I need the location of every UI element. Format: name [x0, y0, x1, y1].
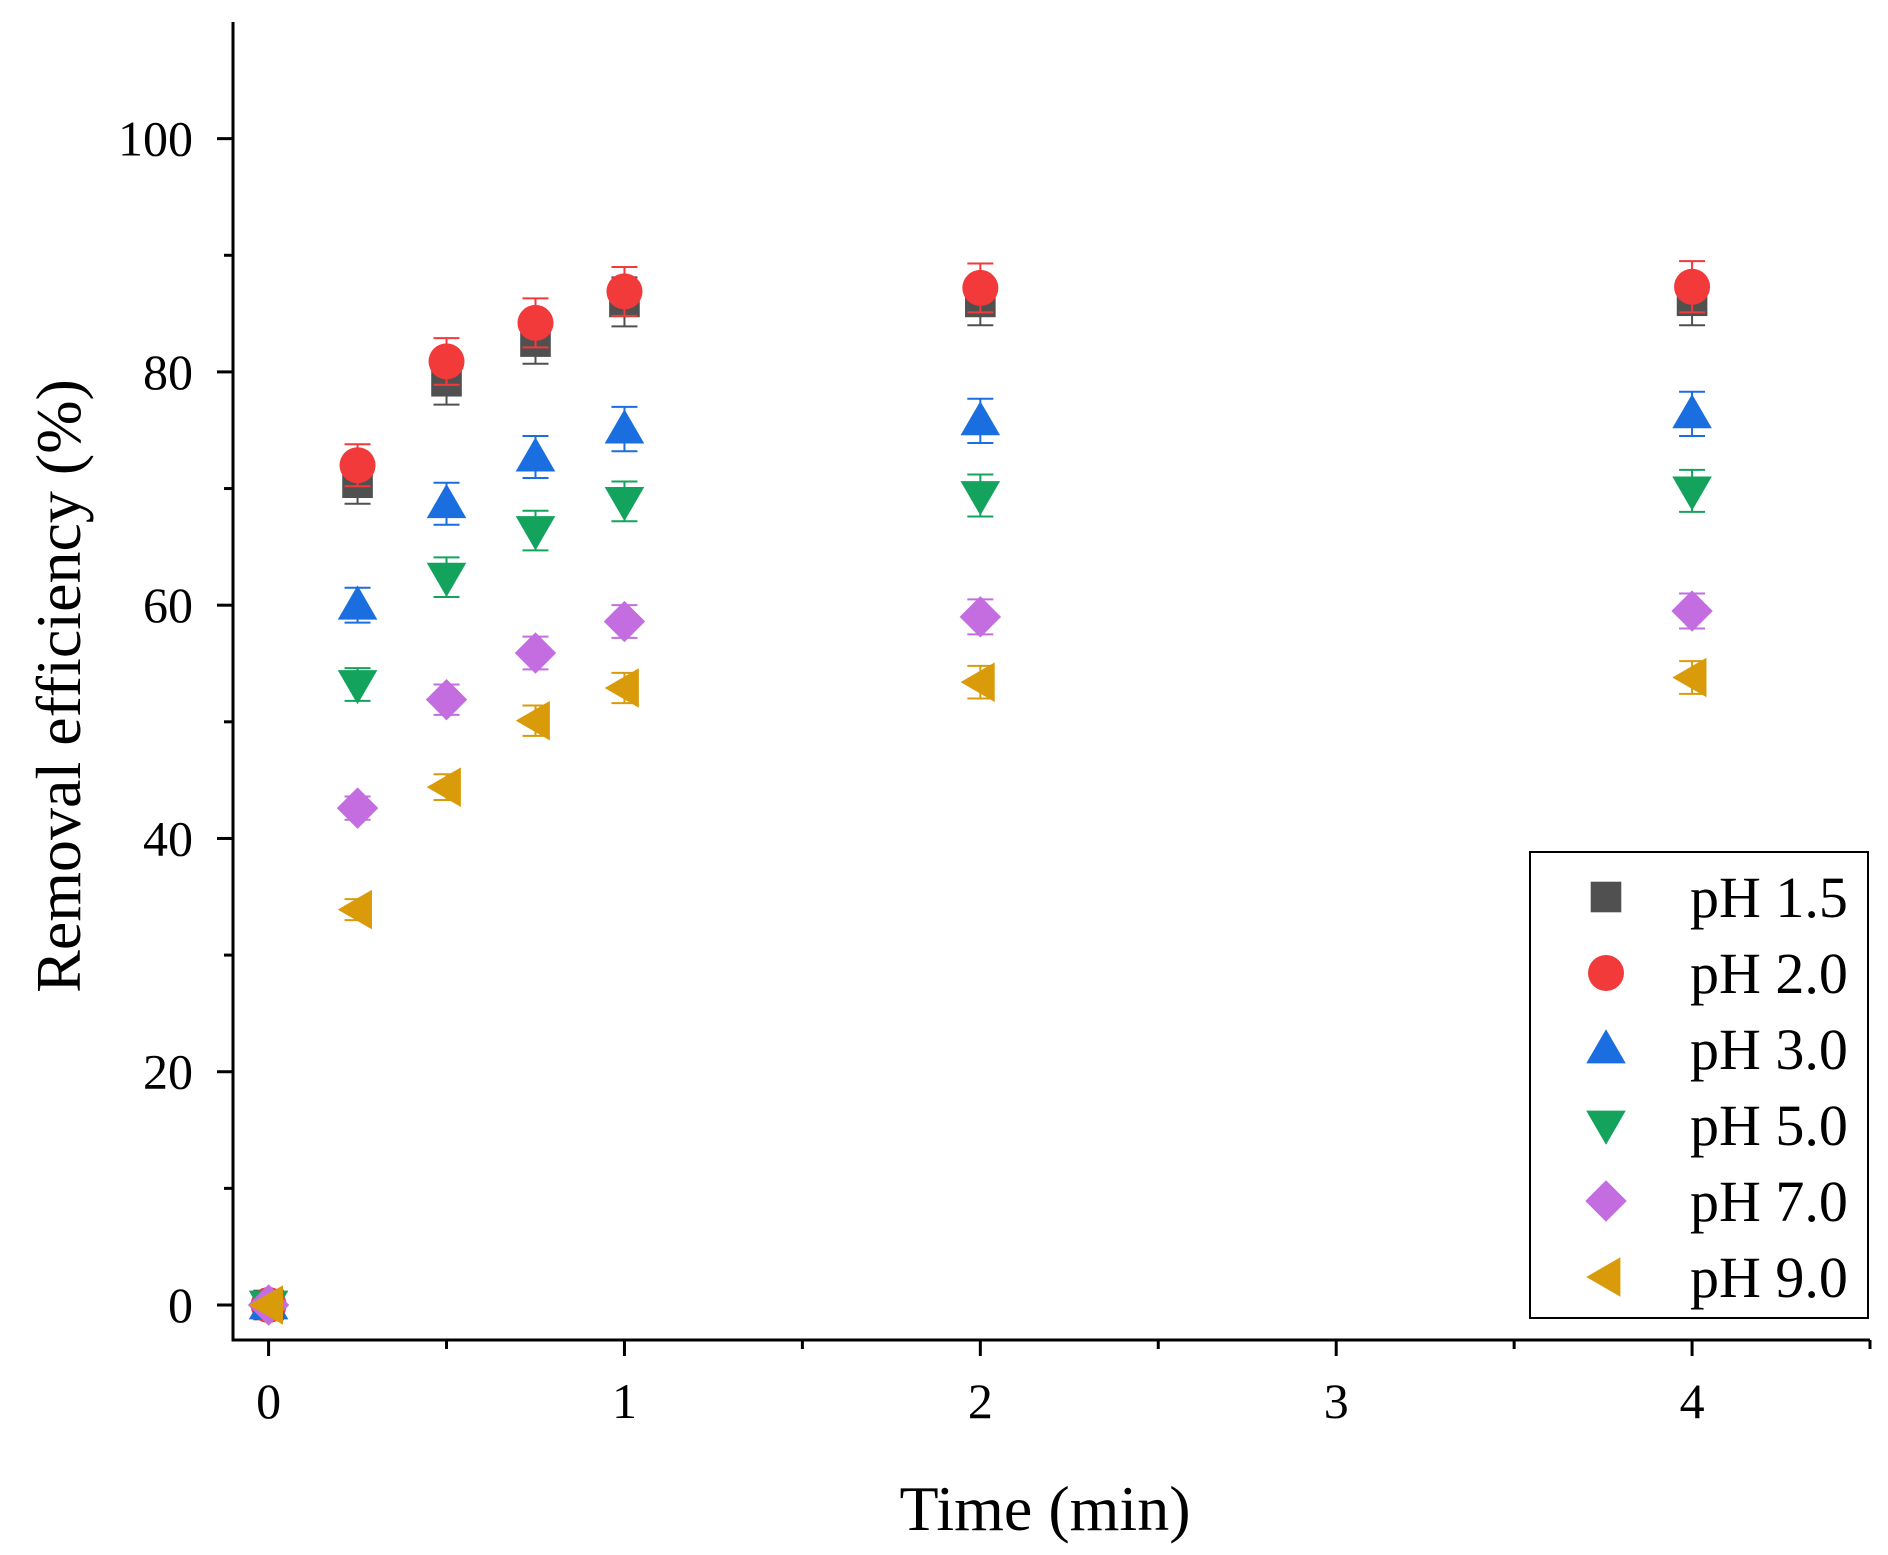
legend-marker [1586, 1110, 1626, 1145]
data-point [425, 678, 468, 721]
series-pH-5-0 [248, 468, 1712, 1325]
data-point [960, 662, 995, 702]
data-point [337, 889, 372, 930]
series-pH-3-0 [248, 390, 1712, 1320]
y-tick-label: 100 [118, 111, 193, 167]
y-tick-label: 80 [143, 344, 193, 400]
x-axis-label: Time (min) [900, 1473, 1191, 1544]
data-point [959, 596, 1002, 638]
data-point [515, 516, 556, 551]
legend-marker [1586, 1257, 1621, 1297]
y-tick-label: 40 [143, 810, 193, 866]
legend-marker [1585, 1180, 1627, 1222]
data-point [336, 787, 379, 829]
legend-label: pH 3.0 [1690, 1017, 1848, 1082]
data-point [337, 670, 378, 705]
legend-entry: pH 5.0 [1586, 1093, 1848, 1158]
data-point [339, 447, 376, 484]
y-tick-label: 0 [168, 1277, 193, 1333]
legend-marker [1590, 881, 1622, 913]
x-tick-label: 1 [612, 1373, 637, 1429]
data-point [426, 483, 467, 519]
data-point [248, 1285, 283, 1325]
data-point [1671, 590, 1713, 632]
series-pH-9-0 [248, 657, 1707, 1325]
x-tick-label: 4 [1680, 1373, 1705, 1429]
legend-label: pH 7.0 [1690, 1169, 1848, 1234]
data-point [1672, 394, 1712, 429]
data-point [606, 273, 643, 310]
data-point [515, 700, 550, 741]
data-point [337, 585, 378, 620]
data-point [1672, 476, 1712, 511]
data-point [604, 486, 645, 522]
legend-entry: pH 7.0 [1585, 1169, 1848, 1234]
data-point [962, 269, 999, 306]
legend-entry: pH 9.0 [1586, 1245, 1848, 1310]
legend-label: pH 5.0 [1690, 1093, 1848, 1158]
y-axis-label: Removal efficiency (%) [23, 379, 94, 993]
data-point [428, 343, 465, 380]
x-tick-label: 0 [256, 1373, 281, 1429]
data-point [515, 437, 556, 472]
data-point [604, 409, 645, 444]
data-point [426, 767, 461, 807]
plot-area [247, 260, 1713, 1326]
y-tick-label: 60 [143, 577, 193, 633]
legend-marker [1588, 955, 1624, 991]
legend-entry: pH 2.0 [1588, 941, 1848, 1006]
legend-entry: pH 1.5 [1590, 865, 1848, 930]
legend-entry: pH 3.0 [1586, 1017, 1848, 1082]
data-point [960, 481, 1001, 516]
data-point [960, 401, 1001, 436]
data-point [1672, 657, 1707, 698]
series-pH-7-0 [247, 590, 1713, 1326]
y-tick-label: 20 [143, 1044, 193, 1100]
legend-label: pH 9.0 [1690, 1245, 1848, 1310]
legend-label: pH 2.0 [1690, 941, 1848, 1006]
legend: pH 1.5 pH 2.0 pH 3.0 pH 5.0 pH 7.0 pH 9.0 [1529, 851, 1869, 1319]
data-point [426, 562, 467, 597]
data-point [517, 304, 554, 341]
legend-box [1529, 851, 1869, 1319]
data-point [604, 668, 639, 708]
data-point [1674, 268, 1711, 305]
x-tick-label: 2 [968, 1373, 993, 1429]
data-point [514, 632, 557, 674]
legend-marker [1586, 1029, 1626, 1064]
data-point [603, 600, 646, 643]
legend-label: pH 1.5 [1690, 865, 1848, 930]
x-tick-label: 3 [1324, 1373, 1349, 1429]
